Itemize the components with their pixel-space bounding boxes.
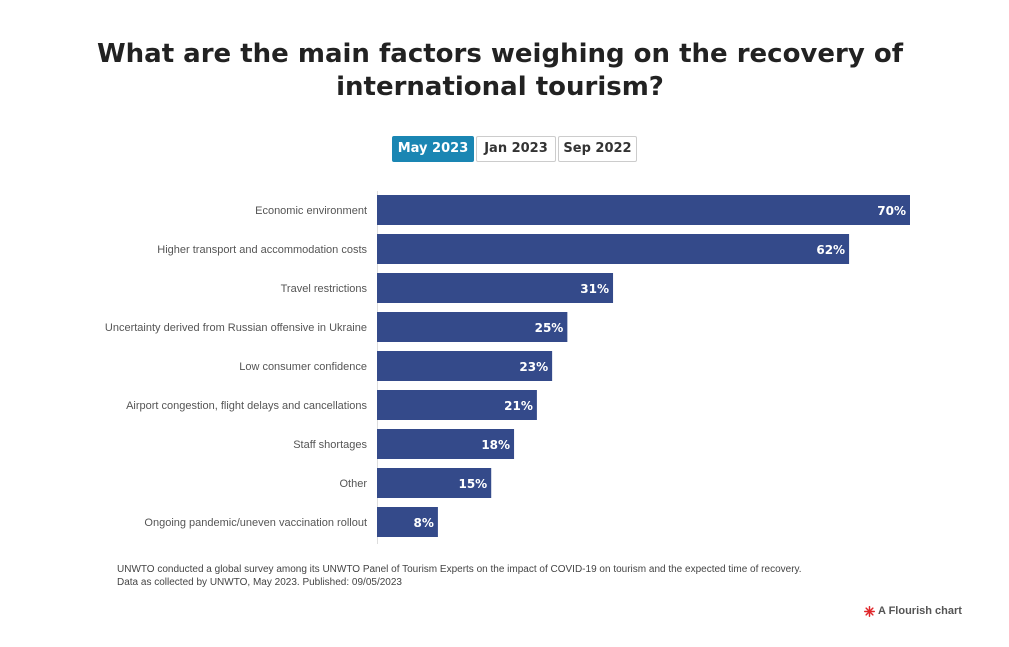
bar[interactable] xyxy=(377,351,553,381)
bar-chart: Economic environment 70% Higher transport … xyxy=(105,191,910,544)
bar-value-label: 21% xyxy=(504,399,533,413)
bar-value-label: 18% xyxy=(481,438,510,452)
bar-value-label: 23% xyxy=(519,360,548,374)
tab-jan-2023[interactable]: Jan 2023 xyxy=(476,136,556,162)
bar-value-label: 31% xyxy=(580,282,609,296)
chart-footer: UNWTO conducted a global survey among it… xyxy=(117,563,802,589)
tab-may-2023[interactable]: May 2023 xyxy=(392,136,474,162)
bar[interactable] xyxy=(377,507,438,537)
bar[interactable] xyxy=(377,390,537,420)
bar[interactable] xyxy=(377,468,492,498)
footer-note: UNWTO conducted a global survey among it… xyxy=(117,564,802,575)
bar[interactable] xyxy=(377,273,614,303)
category-label: Ongoing pandemic/uneven vaccination roll… xyxy=(144,517,367,529)
category-label: Staff shortages xyxy=(293,439,367,451)
bar[interactable] xyxy=(377,312,568,342)
bar[interactable] xyxy=(377,429,515,459)
category-label: Uncertainty derived from Russian offensi… xyxy=(105,322,367,334)
bar-value-label: 15% xyxy=(458,477,487,491)
bar-value-label: 25% xyxy=(535,321,564,335)
bar[interactable] xyxy=(377,195,910,225)
bar-value-label: 62% xyxy=(816,243,845,257)
bar-value-label: 8% xyxy=(414,516,434,530)
footer-source: Data as collected by UNWTO, May 2023. Pu… xyxy=(117,577,402,588)
bar-value-label: 70% xyxy=(877,204,906,218)
flourish-credit-link[interactable]: A Flourish chart xyxy=(864,605,962,617)
period-tabs: May 2023 Jan 2023 Sep 2022 xyxy=(0,136,1009,164)
flourish-logo-icon xyxy=(864,605,875,617)
category-label: Travel restrictions xyxy=(281,283,368,295)
category-label: Airport congestion, flight delays and ca… xyxy=(126,400,367,412)
tab-sep-2022[interactable]: Sep 2022 xyxy=(558,136,637,162)
category-label: Economic environment xyxy=(255,205,367,217)
flourish-credit-label: A Flourish chart xyxy=(878,605,962,617)
chart-title: What are the main factors weighing on th… xyxy=(96,39,904,102)
category-label: Other xyxy=(339,478,367,490)
category-label: Low consumer confidence xyxy=(239,361,367,373)
category-label: Higher transport and accommodation costs xyxy=(157,244,367,256)
bar[interactable] xyxy=(377,234,850,264)
